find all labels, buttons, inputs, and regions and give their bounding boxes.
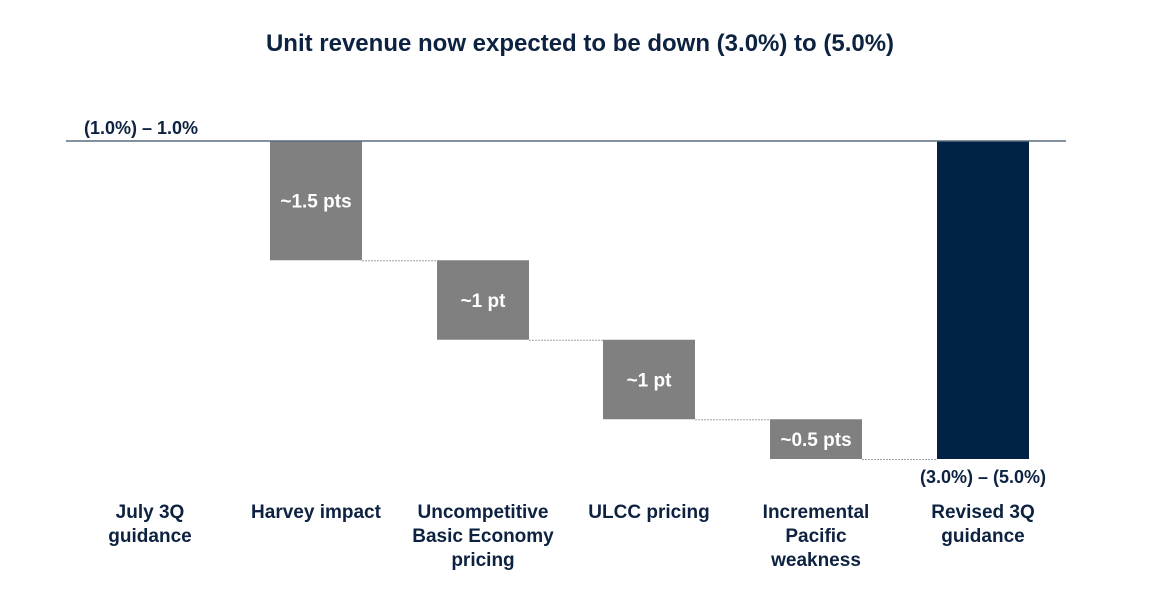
category-label: July 3Q guidance — [65, 501, 235, 549]
delta-bar — [770, 419, 862, 459]
category-label: Incremental Pacific weakness — [731, 501, 901, 573]
category-label-line: July 3Q — [115, 502, 185, 523]
delta-bar — [603, 339, 695, 420]
category-label-line: Pacific — [785, 526, 847, 547]
category-label-line: weakness — [771, 550, 861, 571]
end-range-label: (3.0%) – (5.0%) — [920, 467, 1046, 487]
category-label-line: guidance — [941, 526, 1025, 547]
delta-bar — [437, 260, 529, 340]
category-label: ULCC pricing — [564, 501, 734, 525]
category-label-line: Basic Economy — [412, 526, 554, 547]
start-range-label: (1.0%) – 1.0% — [84, 118, 198, 138]
category-label-line: ULCC pricing — [588, 502, 710, 523]
bar-value-label: ~0.5 pts — [780, 430, 851, 451]
category-label: Revised 3Q guidance — [898, 501, 1068, 549]
delta-bar — [270, 141, 362, 261]
category-label-line: pricing — [451, 550, 515, 571]
total-bar — [937, 141, 1029, 459]
bar-value-label: ~1.5 pts — [280, 192, 351, 213]
category-label-line: Uncompetitive — [417, 502, 549, 523]
category-label: Harvey impact — [231, 501, 401, 525]
category-label-line: Harvey impact — [251, 502, 381, 523]
category-label-line: Revised 3Q — [931, 502, 1035, 523]
chart-title: Unit revenue now expected to be down (3.… — [265, 30, 895, 57]
category-label-line: guidance — [108, 526, 192, 547]
category-label: Uncompetitive Basic Economy pricing — [398, 501, 568, 573]
bar-value-label: ~1 pt — [461, 291, 507, 312]
category-label-line: Incremental — [762, 502, 870, 523]
bar-value-label: ~1 pt — [627, 371, 673, 392]
